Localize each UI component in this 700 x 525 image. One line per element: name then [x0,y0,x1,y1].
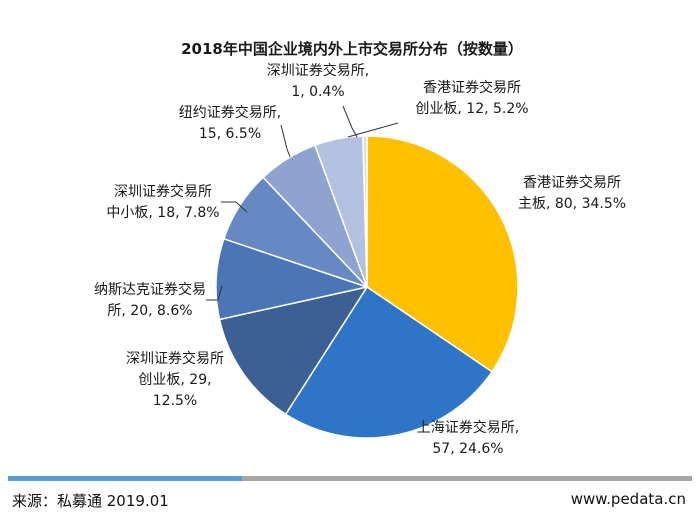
slice-label: 纽约证券交易所, 15, 6.5% [179,104,281,142]
slice-label-line: 上海证券交易所, [417,419,519,436]
slice-label-line: 香港证券交易所 [523,174,621,191]
slice-label: 纳斯达克证券交易所, 20, 8.6% [94,281,206,319]
slice-label-line: 15, 6.5% [199,126,261,142]
leader-line [342,105,358,138]
slice-label-line: 深圳证券交易所, [267,62,369,79]
slice-label-line: 12.5% [153,393,197,409]
leader-line [280,124,291,158]
slice-label-line: 创业板, 12, 5.2% [415,101,528,117]
pie-slice [284,285,494,439]
chart-title: 2018年中国企业境内外上市交易所分布（按数量） [181,40,523,58]
slice-label: 深圳证券交易所, 1, 0.4% [267,62,369,100]
slice-label-line: 深圳证券交易所 [126,350,224,367]
slice-label: 上海证券交易所, 57, 24.6% [417,419,519,457]
slice-label-line: 主板, 80, 34.5% [518,196,626,212]
footer-divider [242,476,692,481]
slice-label: 深圳证券交易所创业板, 29, 12.5% [126,350,224,409]
pie-slice [218,285,369,416]
slice-label-line: 创业板, 29, [138,372,211,388]
slice-label: 深圳证券交易所中小板, 18, 7.8% [106,183,219,221]
slice-label-line: 深圳证券交易所 [114,183,212,200]
leader-line [206,285,223,301]
pie-slice [362,135,368,288]
slice-label-line: 中小板, 18, 7.8% [106,205,219,221]
slice-label: 香港证券交易所创业板, 12, 5.2% [415,79,528,117]
slice-label-line: 1, 0.4% [291,84,344,100]
source-note: 来源：私募通 2019.01 [12,492,169,510]
pie-chart: 2018年中国企业境内外上市交易所分布（按数量） 香港证券交易所主板, 80, … [94,40,626,457]
slice-label-line: 57, 24.6% [432,441,503,457]
slice-label: 香港证券交易所主板, 80, 34.5% [518,174,626,212]
slice-label-line: 香港证券交易所 [423,79,521,96]
slice-label-line: 纽约证券交易所, [179,104,281,121]
slice-label-line: 所, 20, 8.6% [107,303,192,319]
pie-slice [366,135,519,373]
leader-line [221,201,248,213]
website-url: www.pedata.cn [570,490,686,508]
footer-accent-bar [8,476,242,481]
leader-line [347,122,399,138]
slice-label-line: 纳斯达克证券交易 [94,281,206,298]
